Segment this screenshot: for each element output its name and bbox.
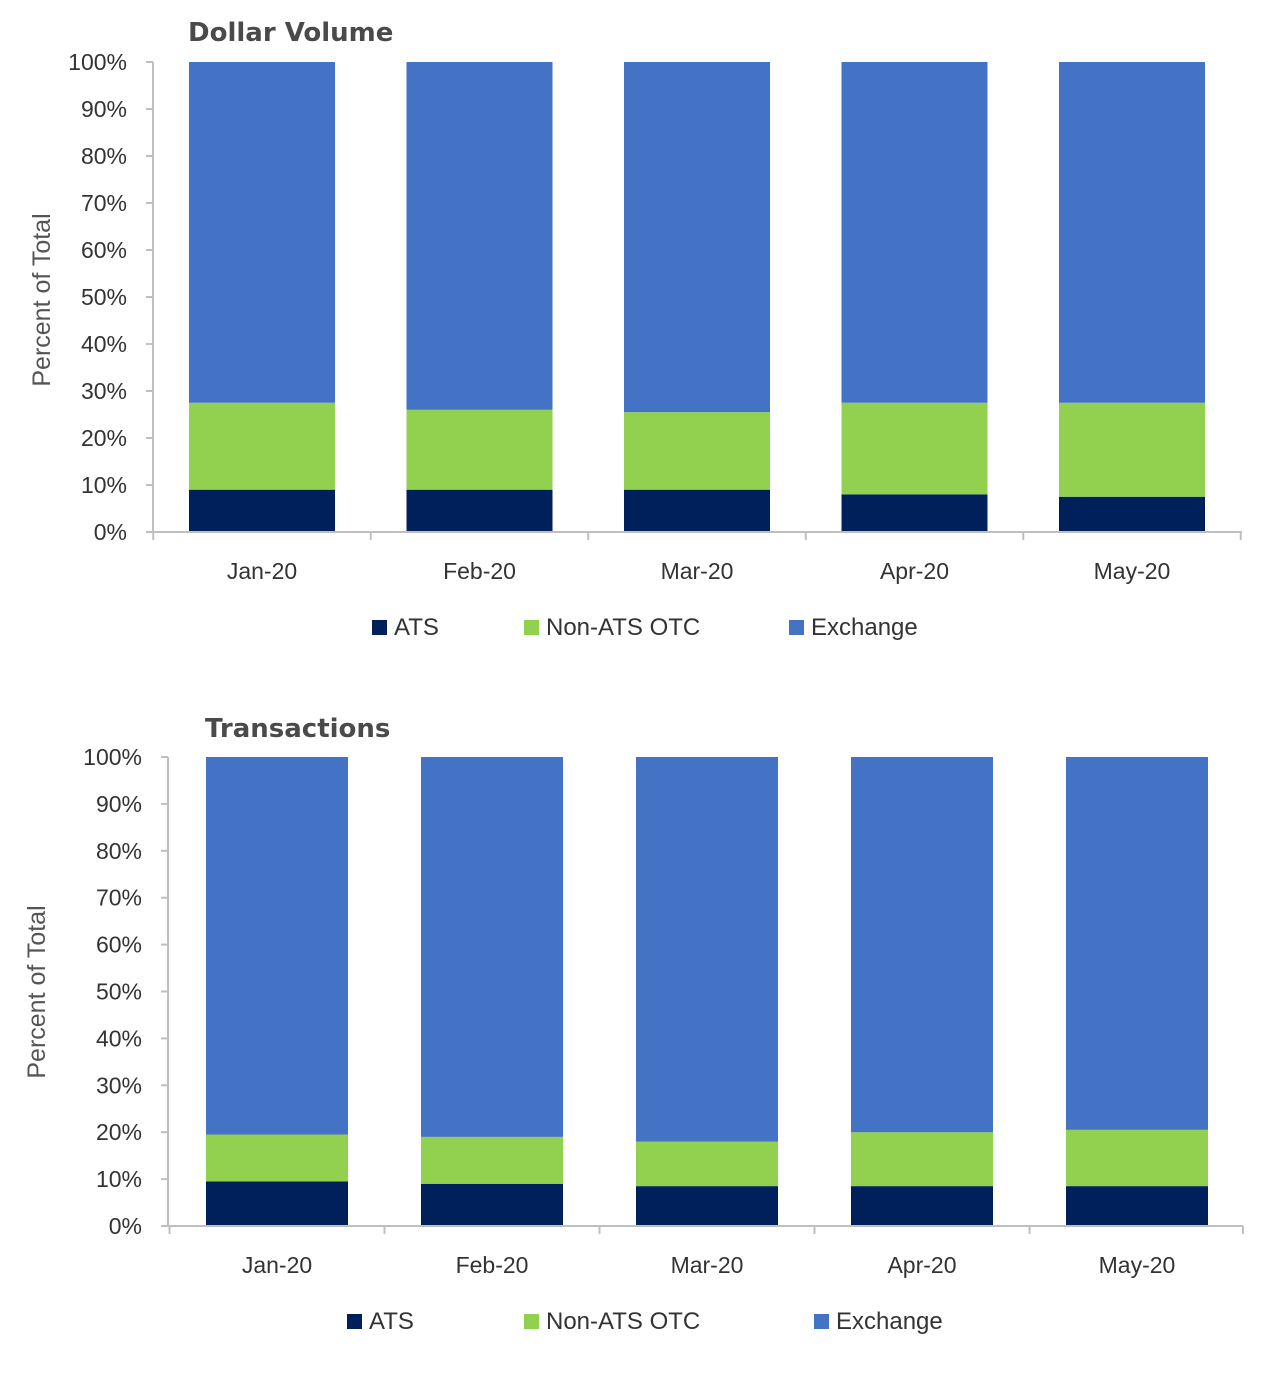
transactions-chart: Transactions Percent of Total 0% 10% 20% 30… [0, 694, 1275, 1377]
bar-exchange [624, 62, 770, 413]
y-tick-label: 60% [96, 932, 142, 958]
y-tick-label: 80% [96, 838, 142, 864]
bar-non-ats-otc [841, 402, 988, 495]
y-tick-label: 30% [96, 1072, 142, 1098]
bar-ats [406, 489, 553, 532]
bar-non-ats-otc [206, 1134, 348, 1182]
y-tick-label: 20% [96, 1119, 142, 1145]
y-tick-label: 70% [96, 885, 142, 911]
y-tick-label: 70% [81, 190, 127, 216]
bar-ats [624, 489, 770, 532]
bar-ats [1059, 496, 1205, 532]
bar-ats [636, 1186, 778, 1226]
legend-swatch-exchange [814, 1314, 829, 1329]
legend-label-exchange: Exchange [811, 614, 918, 641]
x-tick-label: Feb-20 [443, 558, 516, 584]
dollar-volume-chart: Dollar Volume Percent of Total 0% 10% 20% 3… [0, 0, 1275, 683]
y-tick-label: 40% [81, 331, 127, 357]
legend-label-ats: ATS [394, 614, 439, 641]
bar-non-ats-otc [624, 412, 770, 490]
x-tick-label: Mar-20 [661, 558, 734, 584]
x-tick-label: May-20 [1094, 558, 1171, 584]
bar-non-ats-otc [189, 402, 335, 490]
x-tick-label: Jan-20 [242, 1252, 312, 1278]
legend-label-ats: ATS [369, 1308, 414, 1335]
bar-exchange [421, 757, 563, 1137]
y-tick-label: 100% [83, 744, 142, 770]
bar-non-ats-otc [421, 1136, 563, 1184]
bar-exchange [636, 757, 778, 1142]
legend-swatch-ats [372, 620, 387, 635]
bar-non-ats-otc [636, 1141, 778, 1187]
y-tick-label: 90% [81, 96, 127, 122]
bar-exchange [851, 757, 993, 1133]
bar-non-ats-otc [1059, 402, 1205, 497]
y-tick-label: 100% [68, 49, 127, 75]
bar-ats [421, 1183, 563, 1226]
bar-non-ats-otc [1066, 1129, 1208, 1187]
bar-exchange [1066, 757, 1208, 1130]
legend-label-non-ats-otc: Non-ATS OTC [546, 1308, 700, 1335]
legend-label-non-ats-otc: Non-ATS OTC [546, 614, 700, 641]
y-tick-label: 60% [81, 237, 127, 263]
bar-exchange [1059, 62, 1205, 403]
legend-swatch-non-ats-otc [524, 620, 539, 635]
bar-ats [851, 1186, 993, 1226]
y-tick-label: 40% [96, 1025, 142, 1051]
transactions-chart-svg: Transactions Percent of Total 0% 10% 20% 30… [23, 714, 1244, 1335]
legend-swatch-ats [347, 1314, 362, 1329]
bar-exchange [206, 757, 348, 1135]
bar-exchange [189, 62, 335, 403]
y-axis-label: Percent of Total [23, 905, 51, 1078]
bar-exchange [406, 62, 553, 410]
y-tick-label: 50% [81, 284, 127, 310]
dollar-volume-chart-svg: Dollar Volume Percent of Total 0% 10% 20% 3… [28, 18, 1242, 641]
x-tick-label: Mar-20 [671, 1252, 744, 1278]
y-tick-label: 10% [81, 472, 127, 498]
y-tick-label: 80% [81, 143, 127, 169]
bar-ats [1066, 1186, 1208, 1226]
legend-label-exchange: Exchange [836, 1308, 943, 1335]
x-tick-label: Apr-20 [880, 558, 949, 584]
y-tick-label: 30% [81, 378, 127, 404]
legend-swatch-exchange [789, 620, 804, 635]
x-tick-label: Jan-20 [227, 558, 297, 584]
x-tick-label: Apr-20 [887, 1252, 956, 1278]
y-tick-label: 10% [96, 1166, 142, 1192]
y-tick-label: 0% [109, 1213, 142, 1239]
y-tick-label: 90% [96, 791, 142, 817]
y-tick-label: 50% [96, 979, 142, 1005]
bar-non-ats-otc [406, 409, 553, 490]
y-tick-label: 0% [94, 519, 127, 545]
bar-ats [189, 489, 335, 532]
x-tick-label: May-20 [1099, 1252, 1176, 1278]
chart-title: Dollar Volume [188, 18, 393, 48]
bar-non-ats-otc [851, 1132, 993, 1187]
bar-exchange [841, 62, 988, 403]
y-tick-label: 20% [81, 425, 127, 451]
bar-ats [206, 1181, 348, 1226]
chart-title: Transactions [205, 714, 390, 744]
y-axis-label: Percent of Total [28, 213, 56, 386]
bar-ats [841, 494, 988, 532]
x-tick-label: Feb-20 [456, 1252, 529, 1278]
legend-swatch-non-ats-otc [524, 1314, 539, 1329]
